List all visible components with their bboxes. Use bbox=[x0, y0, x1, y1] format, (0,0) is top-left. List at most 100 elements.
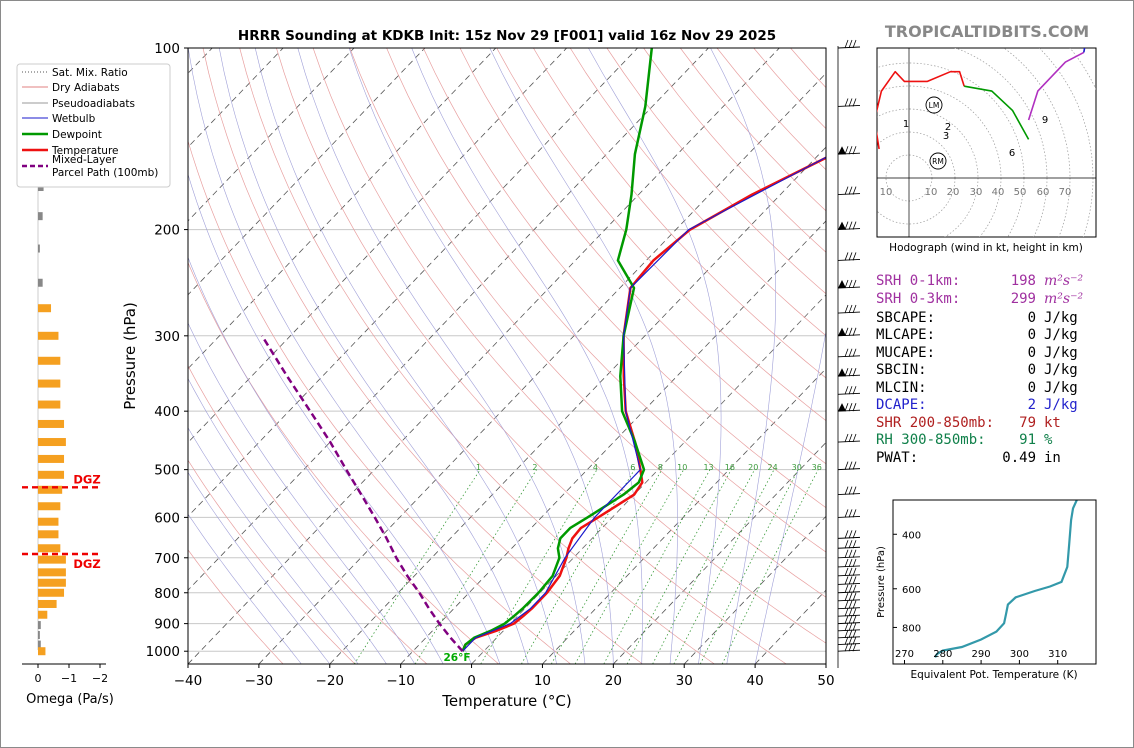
wind-barb bbox=[837, 615, 861, 625]
wind-barb bbox=[837, 403, 861, 412]
index-value: 299 bbox=[1010, 291, 1036, 307]
wind-barb bbox=[837, 486, 861, 496]
skewt-series bbox=[260, 48, 826, 653]
pseudoadiabat-line bbox=[588, 48, 722, 664]
wind-barb bbox=[837, 592, 861, 602]
theta-e-x-label: Equivalent Pot. Temperature (K) bbox=[910, 669, 1077, 681]
pseudoadiabat-line bbox=[188, 48, 501, 664]
omega-bar bbox=[38, 379, 61, 388]
legend-entry: Pseudoadiabats bbox=[22, 98, 135, 110]
omega-bar bbox=[38, 610, 48, 619]
skewt-plot-area bbox=[187, 47, 827, 665]
mixing-ratio-line bbox=[414, 469, 537, 664]
y-tick-label: 800 bbox=[154, 586, 180, 602]
index-label: PWAT: bbox=[876, 450, 919, 466]
mixing-ratio-label: 24 bbox=[768, 463, 778, 472]
hodograph-ring-label: 70 bbox=[1059, 187, 1072, 198]
x-tick-label: −40 bbox=[174, 673, 203, 689]
isotherm-line bbox=[188, 48, 567, 444]
x-tick-label: −10 bbox=[386, 673, 415, 689]
storm-motion-marker: RM bbox=[929, 152, 947, 170]
hodograph-trace bbox=[964, 85, 1030, 140]
x-tick-label: 30 bbox=[676, 673, 693, 689]
index-unit: in bbox=[1044, 450, 1061, 466]
hodograph-ring-label: 40 bbox=[992, 187, 1005, 198]
index-unit: J/kg bbox=[1044, 345, 1078, 361]
legend-label: Dewpoint bbox=[52, 129, 102, 141]
legend-entry: Dewpoint bbox=[22, 129, 102, 141]
omega-x-label: Omega (Pa/s) bbox=[26, 692, 114, 707]
skewt-background-lines bbox=[188, 48, 826, 664]
dry-adiabat-line bbox=[386, 48, 826, 553]
pseudoadiabat-line bbox=[297, 48, 586, 664]
index-label: DCAPE: bbox=[876, 397, 927, 413]
omega-bar bbox=[38, 470, 65, 479]
dry-adiabat-line bbox=[459, 48, 826, 465]
wind-barb bbox=[837, 348, 861, 358]
legend-label: Wetbulb bbox=[52, 113, 96, 125]
mixing-ratio-label: 6 bbox=[630, 463, 635, 472]
x-tick-label: 50 bbox=[817, 673, 834, 689]
dry-adiabat-line bbox=[276, 48, 787, 664]
omega-bar bbox=[38, 304, 52, 313]
series-wetbulb bbox=[462, 156, 826, 652]
wind-barb bbox=[837, 509, 861, 518]
theta-e-frame bbox=[892, 499, 1097, 665]
x-tick-label: 10 bbox=[534, 673, 551, 689]
mixing-ratio-label: 16 bbox=[725, 463, 735, 472]
series-mixed-layer-parcel-path-mb- bbox=[260, 335, 464, 653]
wind-barb bbox=[837, 368, 861, 377]
wind-barb bbox=[837, 636, 861, 646]
index-value: 2 bbox=[1027, 397, 1036, 413]
wind-barb bbox=[837, 558, 861, 568]
wind-barb bbox=[837, 304, 861, 314]
mixing-ratio-line bbox=[626, 469, 732, 664]
skewt-y-label: Pressure (hPa) bbox=[121, 302, 139, 410]
hodograph-trace bbox=[877, 70, 965, 150]
x-tick-label: 40 bbox=[747, 673, 764, 689]
theta-e-x-tick-label: 310 bbox=[1048, 649, 1067, 660]
mixing-ratio-line bbox=[721, 469, 819, 664]
dry-adiabat-line bbox=[312, 48, 826, 644]
theta-e-panel: 270 280 290 300 310 400 600 800 bbox=[893, 500, 1078, 664]
pseudoadiabat-line bbox=[188, 471, 331, 664]
index-value: 79 bbox=[1019, 415, 1036, 431]
mixing-ratio-line bbox=[652, 469, 755, 664]
y-tick-label: 300 bbox=[154, 329, 180, 345]
omega-bar bbox=[38, 244, 40, 253]
legend-label: Dry Adiabats bbox=[52, 82, 120, 94]
y-tick-label: 1000 bbox=[146, 644, 180, 660]
theta-e-y-tick-label: 400 bbox=[902, 530, 921, 541]
mixing-ratio-line bbox=[550, 469, 663, 664]
wind-barb bbox=[837, 530, 861, 539]
hodograph-ring-label: 50 bbox=[1014, 187, 1027, 198]
omega-bar bbox=[38, 331, 59, 340]
index-unit: m²s⁻² bbox=[1044, 273, 1084, 289]
wind-barb bbox=[837, 576, 861, 585]
wind-barb bbox=[837, 643, 861, 652]
omega-bar bbox=[38, 544, 61, 553]
index-unit: J/kg bbox=[1044, 310, 1078, 326]
isotherm-line bbox=[471, 294, 826, 664]
dry-adiabat-line bbox=[188, 459, 356, 664]
omega-bar bbox=[38, 212, 43, 221]
omega-tick-label: 0 bbox=[35, 672, 42, 685]
theta-e-x-tick-label: 280 bbox=[933, 649, 952, 660]
legend-label: Temperature bbox=[51, 145, 119, 157]
omega-bar bbox=[38, 588, 65, 597]
omega-bar bbox=[38, 555, 66, 564]
dry-adiabat-line bbox=[349, 48, 826, 598]
dry-adiabat-line bbox=[422, 48, 826, 509]
legend-entry: Temperature bbox=[22, 145, 119, 157]
index-unit: J/kg bbox=[1044, 380, 1078, 396]
omega-bar bbox=[38, 621, 41, 630]
omega-bar bbox=[38, 502, 61, 511]
x-tick-label: 20 bbox=[605, 673, 622, 689]
omega-bar bbox=[38, 530, 59, 539]
wind-barb bbox=[837, 461, 861, 471]
hodograph-height-label: 1 bbox=[903, 119, 909, 130]
mixing-ratio-line bbox=[673, 469, 775, 664]
mixing-ratio-label: 30 bbox=[792, 463, 802, 472]
x-tick-label: −20 bbox=[316, 673, 345, 689]
